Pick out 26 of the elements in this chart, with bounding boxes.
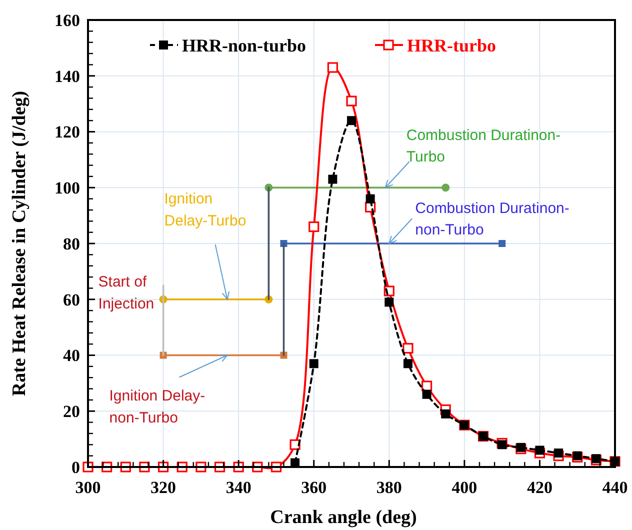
y-tick-label: 60 — [63, 290, 80, 310]
annotation: Ignition Delay- non-Turbo — [109, 388, 206, 426]
legend-label: HRR-non-turbo — [182, 35, 306, 56]
y-tick-label: 100 — [54, 178, 80, 198]
x-tick-label: 360 — [301, 478, 327, 497]
x-tick-label: 380 — [376, 478, 402, 497]
x-tick-label: 440 — [602, 478, 628, 497]
annotation: Ignition Delay-Turbo — [164, 190, 246, 230]
y-axis-title: Rate Heat Release in Cylinder (J/deg) — [9, 90, 30, 396]
x-tick-label: 300 — [75, 478, 101, 497]
y-tick-label: 20 — [63, 402, 80, 422]
x-tick-label: 340 — [226, 478, 252, 497]
legend-label: HRR-turbo — [407, 35, 496, 56]
annotation: Combustion Duratinon- Turbo — [406, 126, 561, 166]
x-tick-label: 400 — [452, 478, 478, 497]
y-tick-label: 140 — [54, 66, 80, 86]
y-tick-label: 0 — [72, 458, 80, 477]
y-tick-label: 120 — [54, 122, 80, 142]
y-tick-label: 80 — [63, 234, 80, 254]
x-axis-title: Crank angle (deg) — [270, 507, 417, 528]
annotation: Start of Injection — [98, 274, 154, 312]
annotation: Combustion Duratinon- non-Turbo — [415, 200, 570, 238]
x-tick-label: 420 — [526, 478, 552, 497]
y-tick-label: 40 — [63, 346, 80, 366]
x-tick-label: 320 — [150, 478, 176, 497]
y-tick-label: 160 — [54, 10, 80, 30]
